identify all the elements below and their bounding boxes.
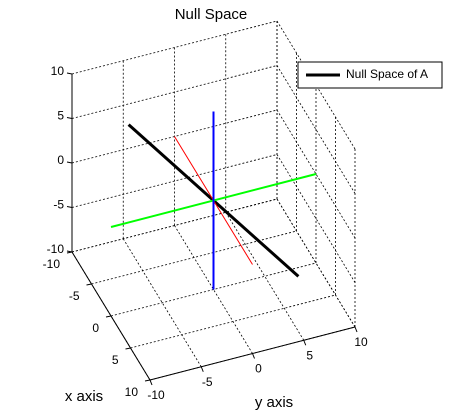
tick-mark (66, 206, 73, 208)
tick-mark (66, 250, 73, 253)
y-axis-label: y axis (255, 394, 293, 411)
tick-mark (200, 366, 204, 372)
y-tick-label: -10 (147, 388, 165, 402)
grid-line (276, 154, 356, 283)
grid-line (71, 198, 278, 253)
grid-line (71, 65, 278, 119)
grid-line (276, 65, 356, 194)
z-tick-label: -5 (53, 198, 64, 212)
grid-line (71, 20, 278, 75)
tick-mark (86, 283, 92, 286)
tick-mark (125, 347, 131, 350)
grid-line (174, 225, 253, 354)
grid-line (276, 198, 356, 328)
tick-mark (144, 379, 151, 382)
y-tick-label: 10 (354, 335, 368, 349)
tick-mark (66, 72, 73, 75)
tick-mark (66, 161, 73, 164)
tick-mark (303, 340, 307, 346)
chart-title: Null Space (175, 6, 248, 23)
tick-mark (66, 117, 73, 119)
legend-box (297, 61, 443, 89)
z-tick-label: 10 (51, 64, 65, 78)
z-tick-label: -10 (47, 242, 65, 256)
x-tick-label: -5 (69, 289, 80, 303)
legend-label: Null Space of A (346, 67, 428, 81)
x-axis-label: x axis (65, 388, 103, 405)
x-tick-label: 10 (125, 385, 139, 399)
y-tick-label: -5 (202, 375, 213, 389)
tick-mark (149, 379, 153, 386)
grid-line (71, 154, 278, 208)
grid-line (122, 238, 202, 367)
y-tick-label: 0 (255, 362, 262, 376)
grid-line (276, 20, 356, 150)
tick-mark (354, 326, 358, 333)
x-tick-label: 5 (112, 353, 119, 367)
grid-line (276, 109, 356, 239)
x-tick-label: -10 (43, 257, 61, 271)
grid-line (225, 212, 305, 341)
z-tick-label: 5 (57, 109, 64, 123)
tick-mark (252, 353, 255, 359)
z-tick-label: 0 (57, 153, 64, 167)
y-tick-label: 5 (306, 348, 313, 362)
tick-mark (105, 315, 112, 318)
x-tick-label: 0 (92, 321, 99, 335)
